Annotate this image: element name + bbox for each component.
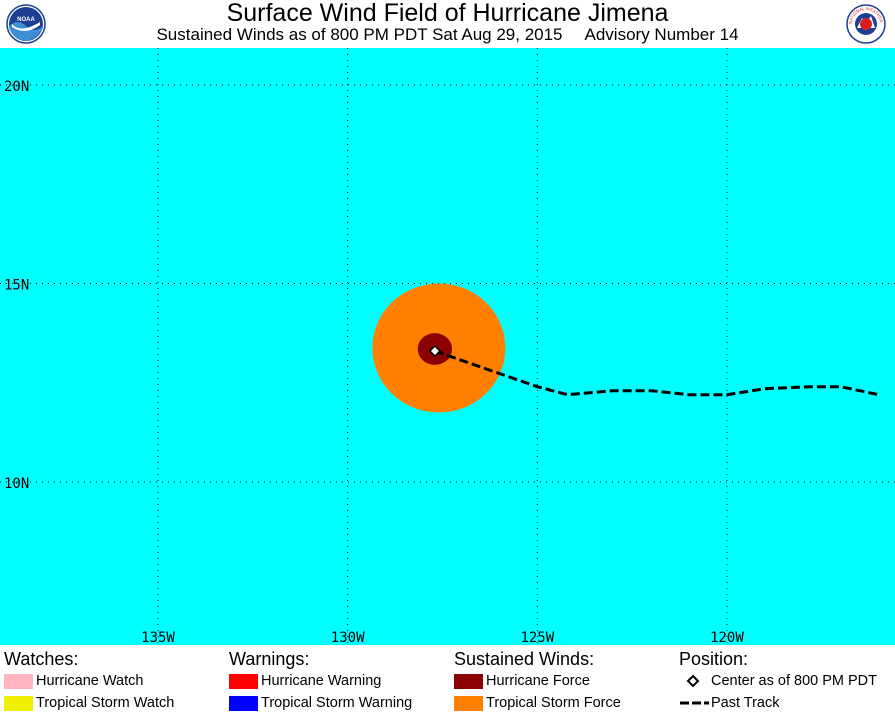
hurricane-force-label: Hurricane Force (486, 673, 590, 689)
noaa-logo: NOAA (6, 4, 46, 44)
lat-label: 20N (4, 79, 29, 95)
legend-item-hurricane-watch: Hurricane Watch (4, 670, 143, 692)
lon-label: 125W (520, 630, 554, 645)
legend-watches: Watches: Hurricane Watch Tropical Storm … (4, 648, 174, 714)
lon-label: 135W (141, 630, 175, 645)
lat-label: 15N (4, 278, 29, 294)
nws-logo: NATIONAL WEATHER SERVICE (844, 0, 886, 44)
legend-winds-heading: Sustained Winds: (454, 649, 595, 669)
tropical-storm-force-swatch (454, 696, 483, 711)
tropical-storm-watch-label: Tropical Storm Watch (36, 695, 175, 711)
tropical-storm-warning-swatch (229, 696, 258, 711)
subtitle-valid-time: Sustained Winds as of 800 PM PDT Sat Aug… (156, 25, 563, 44)
legend: Watches: Hurricane Watch Tropical Storm … (0, 645, 895, 716)
legend-sustained-winds: Sustained Winds: Hurricane Force Tropica… (454, 648, 621, 714)
tropical-storm-watch-swatch (4, 696, 33, 711)
legend-item-hurricane-warning: Hurricane Warning (229, 670, 381, 692)
past-track-dash-icon (680, 701, 709, 705)
past-track-label: Past Track (711, 695, 780, 711)
hurricane-force-swatch (454, 674, 483, 689)
tropical-storm-warning-label: Tropical Storm Warning (261, 695, 413, 711)
legend-item-hurricane-force: Hurricane Force (454, 670, 594, 692)
legend-position: Position: Center as of 800 PM PDT Past T… (679, 648, 877, 714)
legend-item-past-track: Past Track (679, 692, 780, 714)
legend-warnings-heading: Warnings: (229, 649, 310, 669)
lat-label: 10N (4, 476, 29, 492)
header: NOAA Surface Wind Field of Hurricane Jim… (0, 0, 895, 48)
past-track-line (434, 349, 880, 397)
legend-item-tropical-storm-warning: Tropical Storm Warning (229, 692, 412, 714)
past-track-layer (434, 349, 880, 397)
map-canvas: 20N 15N 10N 135W 130W 125W 120W (0, 48, 895, 645)
wind-field (372, 283, 506, 413)
legend-warnings: Warnings: Hurricane Warning Tropical Sto… (229, 648, 412, 714)
grid-labels: 20N 15N 10N 135W 130W 125W 120W (4, 79, 744, 645)
page-subtitle: Sustained Winds as of 800 PM PDT Sat Aug… (0, 24, 895, 46)
hurricane-watch-swatch (4, 674, 33, 689)
noaa-logo-text: NOAA (17, 17, 35, 23)
legend-position-heading: Position: (679, 649, 749, 669)
hurricane-warning-swatch (229, 674, 258, 689)
hurricane-watch-label: Hurricane Watch (36, 673, 144, 689)
legend-item-tropical-storm-watch: Tropical Storm Watch (4, 692, 174, 714)
lon-label: 120W (710, 630, 744, 645)
legend-item-center: Center as of 800 PM PDT (679, 670, 877, 692)
center-label: Center as of 800 PM PDT (711, 673, 878, 689)
page-title: Surface Wind Field of Hurricane Jimena (226, 0, 669, 27)
wind-field-map: 20N 15N 10N 135W 130W 125W 120W (0, 48, 895, 645)
lon-label: 130W (331, 630, 365, 645)
subtitle-advisory: Advisory Number 14 (584, 25, 739, 44)
storm-center-layer (428, 344, 441, 358)
center-diamond-icon (686, 674, 700, 688)
legend-watches-heading: Watches: (4, 649, 79, 669)
legend-item-tropical-storm-force: Tropical Storm Force (454, 692, 621, 714)
storm-center-marker (428, 344, 441, 358)
hurricane-warning-label: Hurricane Warning (261, 673, 382, 689)
tropical-storm-force-label: Tropical Storm Force (486, 695, 621, 711)
